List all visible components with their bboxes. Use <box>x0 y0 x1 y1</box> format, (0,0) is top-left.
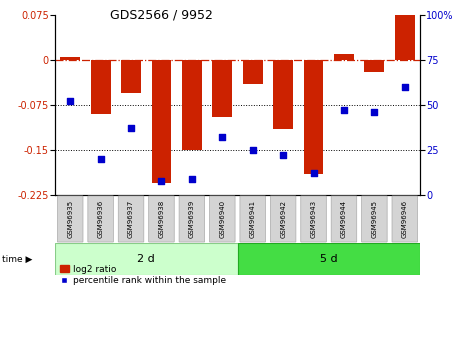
Bar <box>61 57 80 60</box>
Point <box>188 176 196 181</box>
FancyBboxPatch shape <box>392 196 418 242</box>
Text: 2 d: 2 d <box>137 254 155 264</box>
Bar <box>55 243 237 275</box>
FancyBboxPatch shape <box>88 196 114 242</box>
FancyBboxPatch shape <box>118 196 144 242</box>
Text: GSM96936: GSM96936 <box>97 200 104 238</box>
Bar <box>151 60 171 183</box>
Bar <box>243 60 263 84</box>
Point <box>401 84 409 90</box>
Text: GSM96944: GSM96944 <box>341 200 347 238</box>
FancyBboxPatch shape <box>179 196 205 242</box>
Text: GSM96946: GSM96946 <box>402 200 408 238</box>
Legend: log2 ratio, percentile rank within the sample: log2 ratio, percentile rank within the s… <box>60 265 226 285</box>
Bar <box>334 54 354 60</box>
Point <box>219 135 226 140</box>
Point <box>158 178 165 183</box>
FancyBboxPatch shape <box>210 196 235 242</box>
Text: 5 d: 5 d <box>320 254 338 264</box>
FancyBboxPatch shape <box>57 196 83 242</box>
Bar <box>273 60 293 129</box>
Text: GSM96945: GSM96945 <box>371 200 377 238</box>
Point <box>127 126 135 131</box>
Text: GSM96941: GSM96941 <box>250 200 256 238</box>
Point <box>280 152 287 158</box>
Text: GSM96942: GSM96942 <box>280 200 286 238</box>
Text: GSM96937: GSM96937 <box>128 200 134 238</box>
Bar <box>91 60 111 114</box>
FancyBboxPatch shape <box>240 196 265 242</box>
Point <box>370 109 378 115</box>
Text: GSM96938: GSM96938 <box>158 200 165 238</box>
Point <box>97 156 105 162</box>
Bar <box>365 60 384 72</box>
Bar <box>121 60 141 93</box>
Text: GSM96935: GSM96935 <box>67 200 73 238</box>
Point <box>249 147 256 153</box>
Text: GSM96939: GSM96939 <box>189 200 195 238</box>
Bar <box>395 15 415 60</box>
Bar <box>304 60 324 174</box>
FancyBboxPatch shape <box>271 196 296 242</box>
Point <box>310 171 317 176</box>
Bar <box>237 243 420 275</box>
Bar <box>182 60 202 150</box>
Text: time ▶: time ▶ <box>2 255 32 264</box>
Text: GDS2566 / 9952: GDS2566 / 9952 <box>110 8 213 21</box>
FancyBboxPatch shape <box>301 196 326 242</box>
FancyBboxPatch shape <box>361 196 387 242</box>
FancyBboxPatch shape <box>149 196 174 242</box>
Point <box>66 99 74 104</box>
Text: GSM96943: GSM96943 <box>311 200 316 238</box>
Bar <box>212 60 232 117</box>
Point <box>340 108 348 113</box>
FancyBboxPatch shape <box>331 196 357 242</box>
Text: GSM96940: GSM96940 <box>219 200 225 238</box>
